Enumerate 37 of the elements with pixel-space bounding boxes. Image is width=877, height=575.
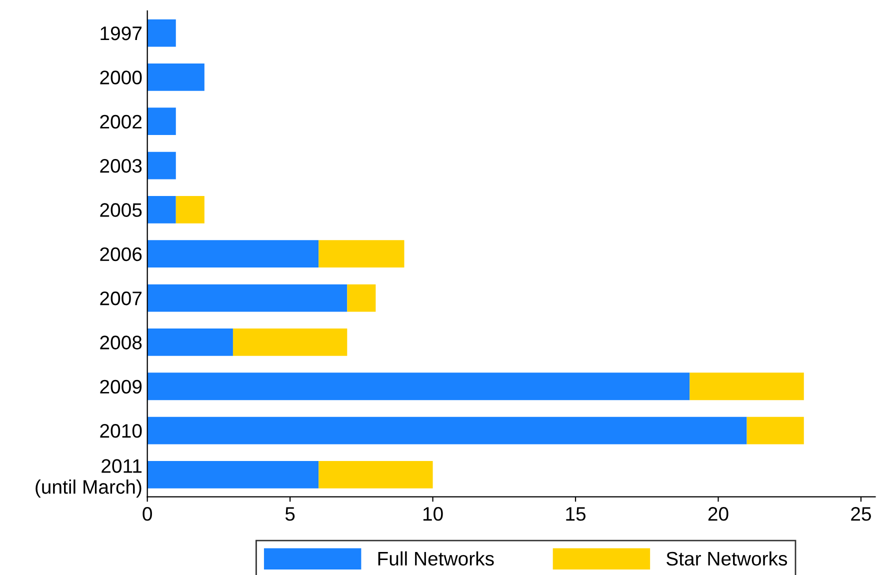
bar <box>147 284 348 312</box>
y-tick-label: 2000 <box>100 70 142 84</box>
bar <box>690 372 804 400</box>
bar <box>147 372 690 400</box>
bar <box>746 416 804 444</box>
bar <box>318 461 433 488</box>
y-tick-label: 2009 <box>100 380 142 394</box>
x-tick-label: 10 <box>423 507 443 521</box>
y-tick-label: 2010 <box>100 424 142 438</box>
y-tick-label: 2006 <box>100 247 142 262</box>
y-tick-label: 2002 <box>100 114 142 129</box>
text: Star Networks <box>666 551 788 566</box>
x-tick-label: 25 <box>851 507 871 521</box>
y-tick-label: 2007 <box>100 292 142 306</box>
bar <box>147 416 747 444</box>
bar <box>147 328 233 356</box>
legend-label: Full Networks <box>378 551 494 566</box>
bar <box>147 196 176 224</box>
x-tick-label: 0 <box>142 507 152 521</box>
bar <box>147 152 176 180</box>
bar <box>318 240 404 268</box>
y-tick-label: 2005 <box>100 203 142 217</box>
bar <box>176 196 204 224</box>
bar <box>347 284 376 312</box>
x-tick-label: 5 <box>285 507 295 521</box>
y-tick-label: 1997 <box>100 26 142 40</box>
bar <box>147 240 319 268</box>
bar <box>232 328 348 356</box>
y-tick-label: 2008 <box>100 336 142 350</box>
bar <box>147 461 319 488</box>
y-tick-label: 2011 (until March) <box>36 459 142 498</box>
y-tick-label: 2003 <box>100 158 142 173</box>
x-tick-label: 20 <box>708 507 728 521</box>
bar <box>147 108 176 136</box>
x-tick-label: 15 <box>566 507 586 521</box>
bar <box>147 63 204 91</box>
bar <box>147 19 176 47</box>
